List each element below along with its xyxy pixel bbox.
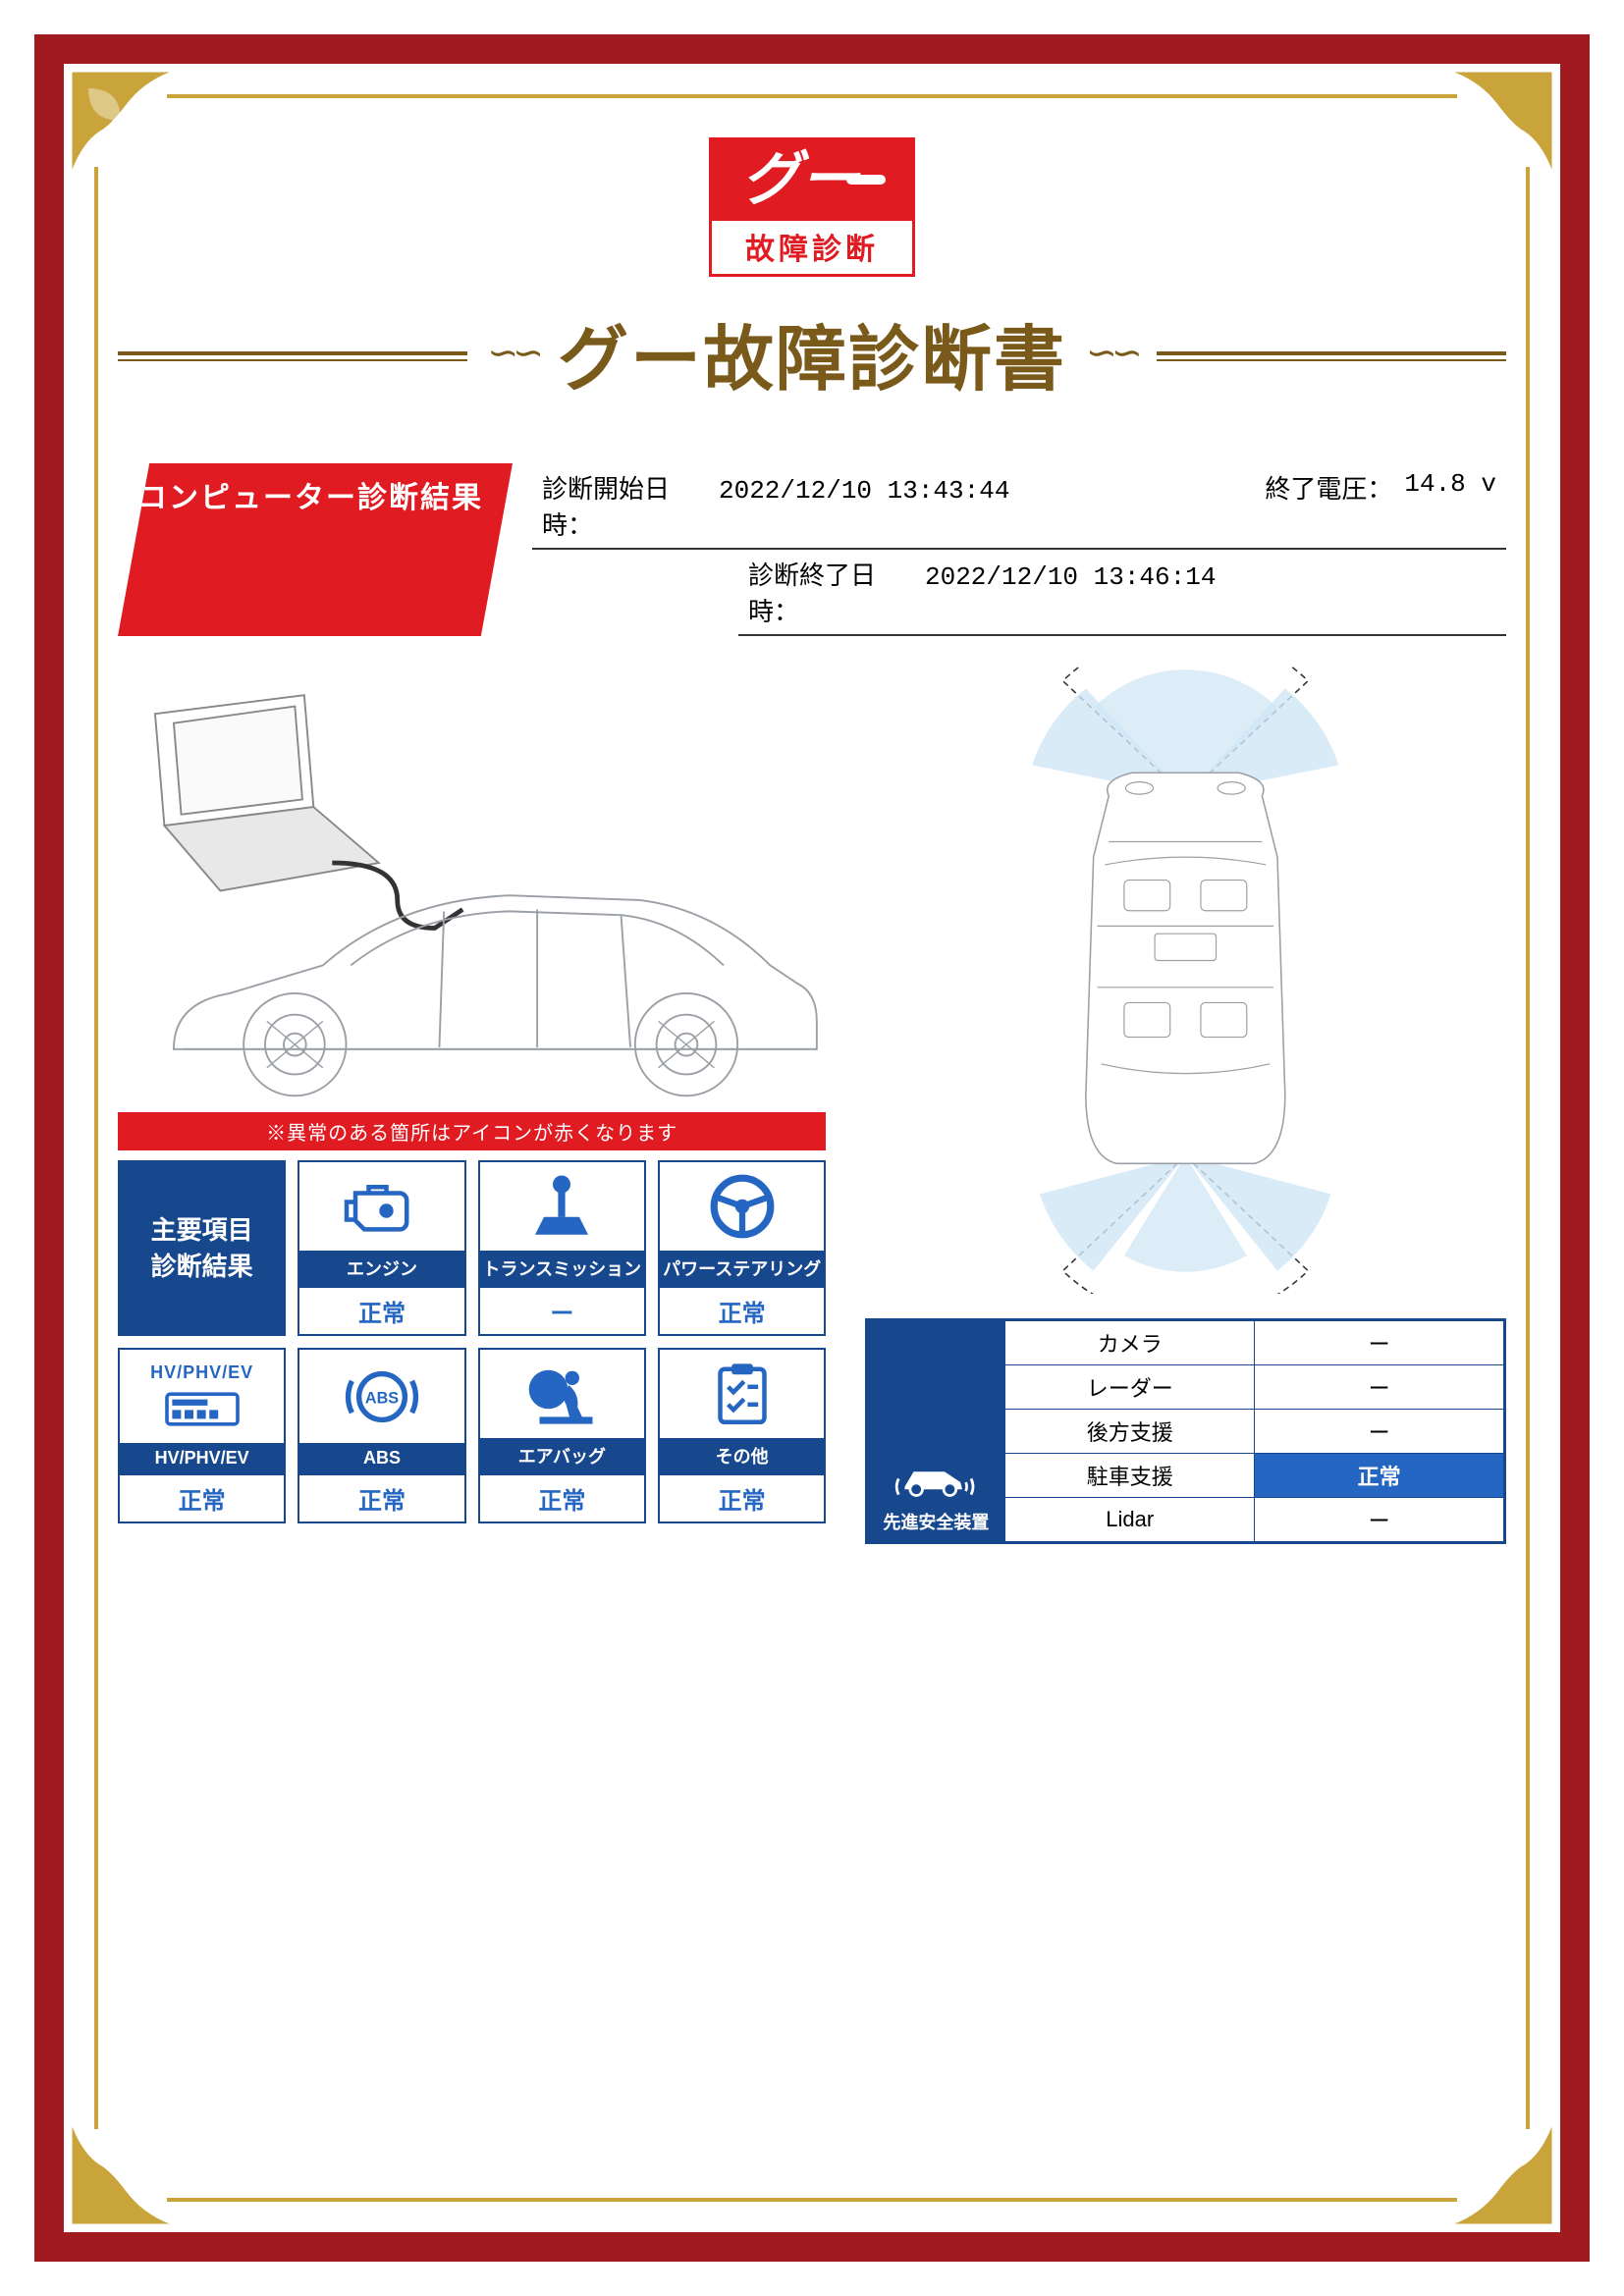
safety-header-text: 先進安全装置 (883, 1509, 989, 1534)
safety-equipment-panel: 先進安全装置 カメラー レーダーー 後方支援ー 駐車支援正常 Lidarー (865, 1318, 1506, 1544)
brand-logo-top: グー (712, 140, 912, 221)
safety-table: カメラー レーダーー 後方支援ー 駐車支援正常 Lidarー (1004, 1320, 1504, 1542)
hv-label: HV/PHV/EV (120, 1443, 284, 1473)
flourish-right-icon: ∽∽ (1086, 331, 1137, 375)
abs-label: ABS (299, 1443, 463, 1473)
hv-status: 正常 (120, 1473, 284, 1522)
safety-row-2-name: 後方支援 (1005, 1410, 1255, 1454)
icon-cell-abs: ABS ABS 正常 (298, 1348, 465, 1523)
gold-border-top (167, 94, 1457, 98)
transmission-label: トランスミッション (480, 1251, 644, 1286)
steering-icon (660, 1162, 824, 1251)
icon-cell-hv: HV/PHV/EV HV/PHV/EV 正常 (118, 1348, 286, 1523)
document-title-row: ∽∽ グー故障診断書 ∽∽ (118, 301, 1506, 404)
document-title: グー故障診断書 (558, 301, 1066, 404)
abs-icon: ABS (299, 1350, 463, 1443)
car-side-illustration (118, 666, 826, 1097)
safety-row-2-status: ー (1255, 1410, 1504, 1454)
title-line-right (1157, 351, 1506, 355)
table-row: 駐車支援正常 (1005, 1454, 1504, 1498)
hv-icon: HV/PHV/EV (120, 1350, 284, 1443)
safety-row-3-status: 正常 (1255, 1454, 1504, 1498)
grid-header-line1: 主要項目 (151, 1212, 253, 1248)
brand-logo: グー 故障診断 (709, 137, 915, 277)
diagram-left-column: ※異常のある箇所はアイコンが赤くなります 主要項目 診断結果 エンジン 正常 (118, 666, 826, 1544)
diagram-row: ※異常のある箇所はアイコンが赤くなります 主要項目 診断結果 エンジン 正常 (118, 666, 1506, 1544)
diagnostic-meta: 診断開始日時： 2022/12/10 13:43:44 終了電圧： 14.8 v… (532, 463, 1506, 636)
safety-row-3-name: 駐車支援 (1005, 1454, 1255, 1498)
airbag-icon (480, 1350, 644, 1438)
transmission-status: ー (480, 1286, 644, 1334)
clipboard-icon (660, 1350, 824, 1438)
meta-end-value: 2022/12/10 13:46:14 (925, 562, 1216, 592)
meta-start-label: 診断開始日時： (542, 469, 719, 542)
title-line-left (118, 351, 467, 355)
icon-cell-transmission: トランスミッション ー (478, 1160, 646, 1336)
airbag-status: 正常 (480, 1473, 644, 1522)
safety-row-4-name: Lidar (1005, 1498, 1255, 1542)
safety-row-1-name: レーダー (1005, 1365, 1255, 1410)
transmission-icon (480, 1162, 644, 1251)
meta-start-value: 2022/12/10 13:43:44 (719, 476, 1009, 506)
other-status: 正常 (660, 1473, 824, 1522)
other-label: その他 (660, 1438, 824, 1473)
safety-row-0-name: カメラ (1005, 1321, 1255, 1365)
safety-row-0-status: ー (1255, 1321, 1504, 1365)
grid-header-cell: 主要項目 診断結果 (118, 1160, 286, 1336)
flourish-left-icon: ∽∽ (487, 331, 538, 375)
engine-status: 正常 (299, 1286, 463, 1334)
steering-label: パワーステアリング (660, 1251, 824, 1286)
icon-cell-engine: エンジン 正常 (298, 1160, 465, 1336)
abs-status: 正常 (299, 1473, 463, 1522)
meta-voltage-label: 終了電圧： (1265, 469, 1392, 506)
table-row: Lidarー (1005, 1498, 1504, 1542)
meta-end-row: 診断終了日時： 2022/12/10 13:46:14 (738, 550, 1506, 636)
icon-cell-other: その他 正常 (658, 1348, 826, 1523)
table-row: カメラー (1005, 1321, 1504, 1365)
diagram-right-column: 先進安全装置 カメラー レーダーー 後方支援ー 駐車支援正常 Lidarー (865, 666, 1506, 1544)
svg-text:グー: グー (741, 146, 861, 212)
content-area: グー 故障診断 ∽∽ グー故障診断書 ∽∽ コンピューター診断結果 診断開始日時… (118, 118, 1506, 2178)
car-sensor-icon (892, 1444, 980, 1503)
airbag-label: エアバッグ (480, 1438, 644, 1473)
gold-border-bottom (167, 2198, 1457, 2202)
section-header-row: コンピューター診断結果 診断開始日時： 2022/12/10 13:43:44 … (118, 463, 1506, 636)
safety-row-4-status: ー (1255, 1498, 1504, 1542)
brand-logo-subtitle: 故障診断 (712, 221, 912, 274)
meta-end-label: 診断終了日時： (748, 556, 925, 628)
table-row: レーダーー (1005, 1365, 1504, 1410)
gold-border-left (94, 167, 98, 2129)
engine-label: エンジン (299, 1251, 463, 1286)
section-header-ribbon: コンピューター診断結果 (118, 463, 513, 636)
gold-border-right (1526, 167, 1530, 2129)
icon-cell-steering: パワーステアリング 正常 (658, 1160, 826, 1336)
engine-icon (299, 1162, 463, 1251)
hv-top-text: HV/PHV/EV (150, 1362, 253, 1383)
icon-cell-airbag: エアバッグ 正常 (478, 1348, 646, 1523)
car-top-illustration (865, 666, 1506, 1294)
abnormality-note: ※異常のある箇所はアイコンが赤くなります (118, 1112, 826, 1150)
safety-row-1-status: ー (1255, 1365, 1504, 1410)
meta-voltage-value: 14.8 v (1404, 469, 1496, 506)
safety-header-cell: 先進安全装置 (867, 1320, 1004, 1542)
svg-text:ABS: ABS (365, 1389, 399, 1407)
diagnostic-icon-grid: 主要項目 診断結果 エンジン 正常 トランスミッション ー (118, 1160, 826, 1523)
steering-status: 正常 (660, 1286, 824, 1334)
meta-start-row: 診断開始日時： 2022/12/10 13:43:44 終了電圧： 14.8 v (532, 463, 1506, 550)
grid-header-line2: 診断結果 (151, 1249, 253, 1284)
table-row: 後方支援ー (1005, 1410, 1504, 1454)
